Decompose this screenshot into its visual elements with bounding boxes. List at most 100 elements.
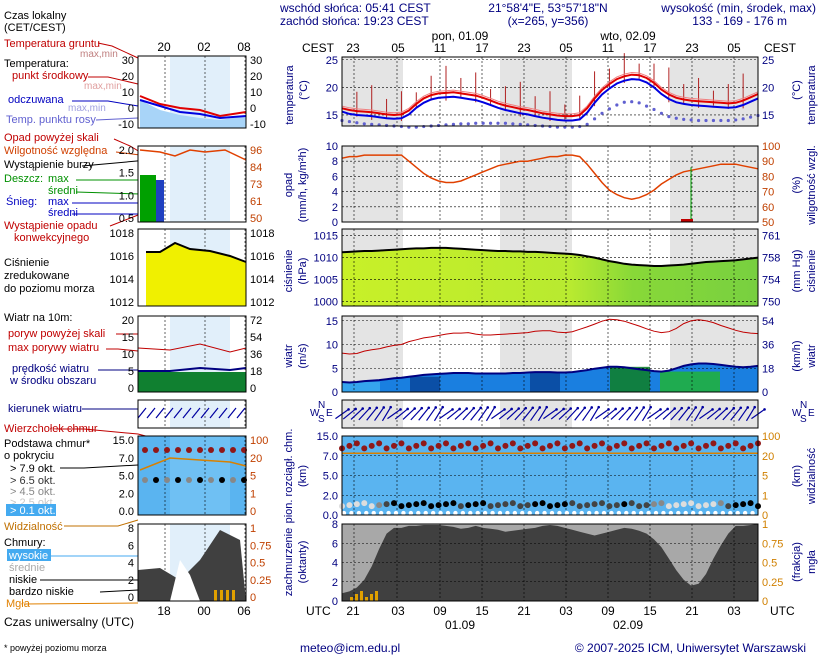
wind-arrow <box>670 407 683 421</box>
temp-unit-right: (°C) <box>791 80 803 100</box>
wind-arrow <box>446 408 461 420</box>
mini-left-tick: 1012 <box>110 297 134 309</box>
mini-panel: 2.0 1.5 1.0 0.5 96 84 73 61 50 <box>119 145 263 225</box>
height-values: 133 - 169 - 176 m <box>692 14 787 28</box>
cloud-top-dot <box>717 445 724 452</box>
cloud-base-dot <box>599 500 605 507</box>
footer-email[interactable]: meteo@icm.edu.pl <box>300 641 400 655</box>
right-tick-label: 90 <box>762 156 774 168</box>
cloud-base-dot-low <box>653 510 659 516</box>
cloud-top-dot <box>747 442 754 449</box>
legend-conv-precip-1: Wystąpienie opadu <box>4 220 97 232</box>
bottom-axis-hour-5: 21 <box>517 604 531 618</box>
cloud-base-dot <box>353 501 360 508</box>
right-tick-label: 1 <box>762 519 768 531</box>
dew-point-dot <box>459 122 463 126</box>
wd-left-e: E <box>326 408 333 419</box>
cloud-top-dot <box>405 445 412 452</box>
temp-max-line <box>341 71 759 115</box>
wind-arrow-head <box>517 407 521 410</box>
legend-pressure-2: zredukowane <box>4 270 69 282</box>
mini-right-tick: 0 <box>250 383 256 395</box>
mini-left-tick: 8 <box>128 523 134 535</box>
panel-press: 1015 1010 1005 1000 761 758 754 750 <box>314 228 780 309</box>
mini-right-tick: 36 <box>250 349 262 361</box>
humidity-unit: (%) <box>791 176 803 193</box>
grid-point-text: (x=265, y=356) <box>508 14 589 28</box>
wind-arrow-head <box>680 406 684 410</box>
cloud-base-dot-low <box>698 510 703 516</box>
cloud-extent-unit: (km) <box>297 465 309 487</box>
cloud-base-dot <box>643 502 650 509</box>
cloud-base-dot-low <box>713 510 718 516</box>
cloud-base-dot <box>361 500 368 507</box>
mini-frame <box>137 228 247 307</box>
cloud-top-dot <box>509 440 516 447</box>
mini-fog-bar <box>220 590 223 601</box>
dew-point-dot <box>704 118 708 123</box>
legend-utc-title: Czas uniwersalny (UTC) <box>4 615 134 629</box>
night-band <box>500 400 572 428</box>
left-tick-label: 15 <box>326 316 338 328</box>
cloud-base-dot-low <box>594 510 599 516</box>
right-tick-label: 70 <box>762 187 774 199</box>
right-tick-label: 36 <box>762 340 774 352</box>
cloud-base-dot-low <box>445 510 451 516</box>
mini-pressure-line <box>146 241 247 263</box>
wind-unit-right: (km/h) <box>791 340 803 371</box>
legend-cloud-base-1: Podstawa chmur* <box>4 438 91 450</box>
mini-left-tick: 6 <box>128 540 134 552</box>
top-axis-hour-8: 17 <box>643 41 657 55</box>
cloud-base-dot-low <box>572 510 577 516</box>
wind-arrow <box>686 407 697 421</box>
wind-speed-block <box>342 382 380 392</box>
right-tick-label: 20 <box>762 451 774 463</box>
cloud-top-dot <box>651 445 657 452</box>
cloud-base-dot <box>606 503 613 510</box>
fog-label: mgła <box>806 549 818 574</box>
pressure-label: ciśnienie <box>283 250 295 293</box>
wind-arrow-head <box>382 406 386 409</box>
wind-arrow-head <box>614 407 617 411</box>
legend-rain-max: max <box>48 173 69 185</box>
cloud-base-dot-low <box>542 510 547 516</box>
dew-point-dot <box>622 100 626 104</box>
footer-copyright: © 2007-2025 ICM, Uniwersytet Warszawski <box>575 641 806 655</box>
pressure-unit-right: (mm Hg) <box>791 250 803 293</box>
wd-right-n: N <box>800 400 807 411</box>
mini-frame <box>137 523 247 602</box>
wd-right-e: E <box>808 408 815 419</box>
left-tick-label: 5 <box>332 363 338 375</box>
cloud-base-dot-low <box>497 510 503 516</box>
mini-right-tick: 0 <box>250 592 256 604</box>
legend-cl-mid: średnie <box>9 562 45 574</box>
legend-fog: Mgła <box>6 598 31 610</box>
legend-footnote: * powyżej poziomu morza <box>4 643 107 653</box>
cloud-base-dot-low <box>505 510 510 516</box>
mini-right-tick: 0.25 <box>250 575 271 587</box>
pressure-line <box>341 246 759 267</box>
cloud-base-dot-low <box>564 510 570 516</box>
mini-night <box>170 146 230 222</box>
top-axis-hour-3: 11 <box>434 41 447 55</box>
mini-cloud-base-dot <box>186 477 192 483</box>
cloud-base-dot <box>420 500 427 507</box>
cloud-top-dot <box>398 440 405 447</box>
right-tick-label: 0.25 <box>762 577 783 589</box>
legend-cl-vlow: bardzo niskie <box>9 586 74 598</box>
legend-local-hour-02: 02 <box>197 40 211 54</box>
cloud-top-dot <box>547 442 553 449</box>
wind-speed-block <box>660 371 720 392</box>
top-axis-tz-left: CEST <box>302 41 335 55</box>
mini-right-tick: 0.5 <box>250 558 265 570</box>
dew-point-dot <box>734 118 738 122</box>
cloud-top-dot <box>599 440 605 447</box>
cloud-base-dot-low <box>616 510 622 516</box>
cloud-base-dot <box>524 502 531 509</box>
fog-unit: (frakcja) <box>791 542 803 582</box>
wind-arrow <box>589 406 600 422</box>
wind-arrow-head <box>590 406 594 409</box>
cloud-top-dot <box>576 440 583 447</box>
legend-temp-ground: Temperatura gruntu <box>4 38 100 50</box>
